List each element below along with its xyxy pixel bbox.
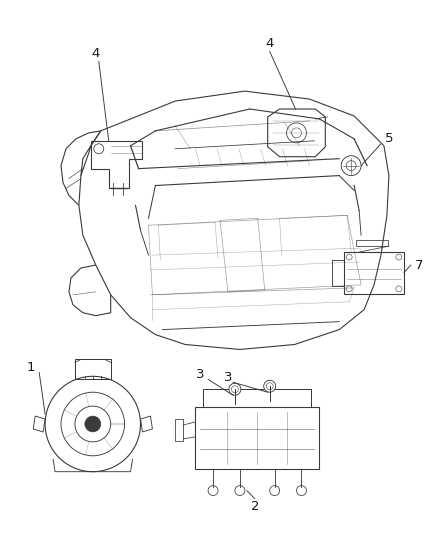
Text: 5: 5 (385, 132, 393, 146)
Bar (356, 240, 388, 246)
Bar (195, 407, 319, 469)
Circle shape (264, 380, 276, 392)
Circle shape (85, 416, 101, 432)
Text: 3: 3 (224, 371, 232, 384)
Text: 4: 4 (92, 47, 100, 60)
Text: 4: 4 (265, 37, 274, 50)
Bar (175, 419, 183, 441)
Bar (344, 252, 404, 294)
Text: 2: 2 (251, 500, 259, 513)
Circle shape (229, 383, 241, 395)
Bar (332, 260, 344, 286)
Bar (75, 359, 111, 379)
Text: 3: 3 (196, 368, 205, 381)
Text: 7: 7 (414, 259, 423, 271)
Text: 1: 1 (27, 361, 35, 374)
